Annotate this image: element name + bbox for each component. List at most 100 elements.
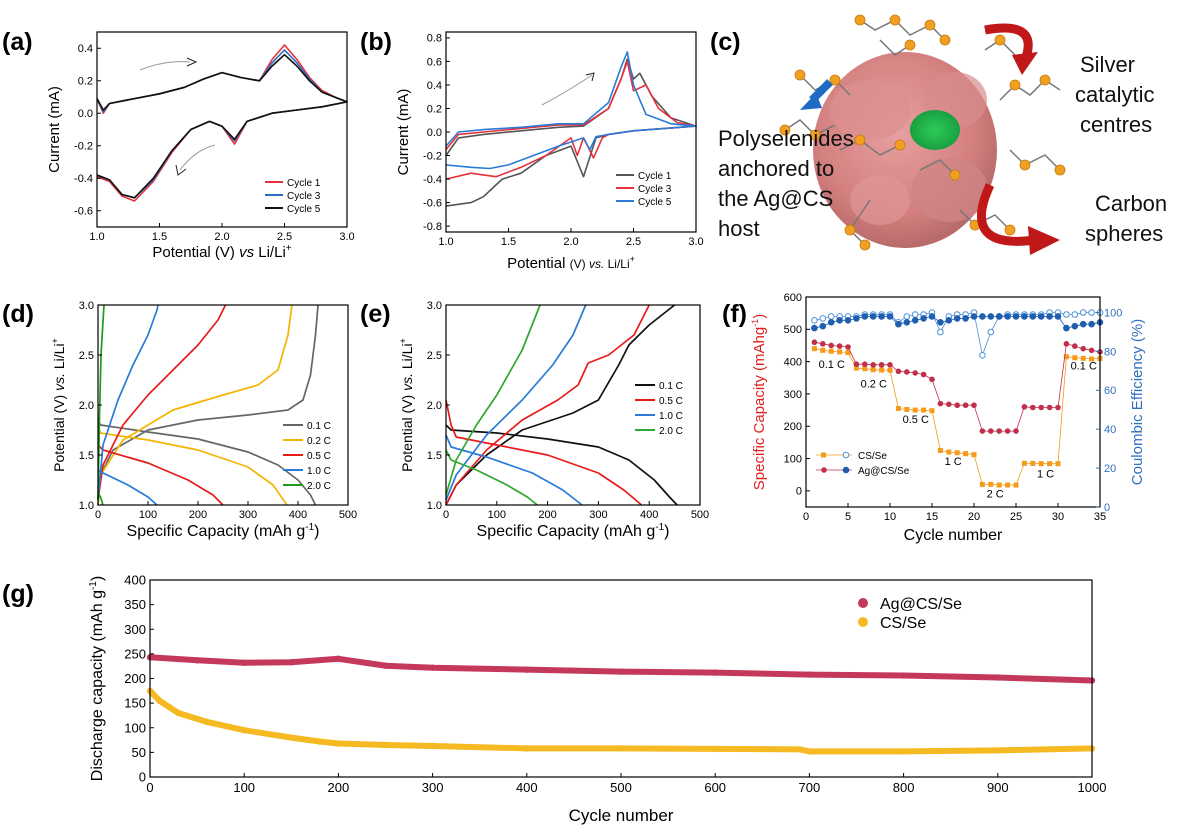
- panel-f-ytick-label: 500: [784, 324, 802, 336]
- b-xtick-label: 1.5: [501, 236, 516, 248]
- panel-c-illustration: Silver catalytic centres Polyselenides a…: [718, 14, 1167, 255]
- panel-f-agcsse-ce-point: [995, 313, 1003, 320]
- panel-f-csse-ce-point: [827, 313, 835, 320]
- panel-f-csse-point: [1089, 356, 1095, 362]
- panel-f-agcsse-ce-point: [970, 313, 978, 320]
- panel-e-ytick-label: 3.0: [427, 300, 442, 312]
- panel-f-csse-ce-point: [937, 328, 944, 336]
- panel-f-csse-point: [1021, 460, 1027, 466]
- label-silver: Silver: [1080, 52, 1135, 77]
- f-xtick-label: 35: [1094, 511, 1106, 523]
- panel-g-agcsse-point: [617, 668, 625, 675]
- panel-g-legend-label: Ag@CS/Se: [880, 596, 962, 613]
- panel-g-agcsse-point: [193, 657, 201, 664]
- panel-f-agcsse-point: [929, 376, 935, 383]
- panel-f-ytick-right-label: 60: [1104, 385, 1116, 397]
- panel-f-frame: [805, 296, 1101, 508]
- panel-d-discharge-curve: [97, 492, 104, 506]
- cv-a-cycle-line: [96, 53, 348, 199]
- g-xtick-label: 0: [146, 780, 153, 795]
- panel-g-csse-point: [241, 727, 248, 734]
- panel-label-c: (c): [710, 28, 741, 56]
- panel-g-legend-marker: [858, 598, 868, 608]
- panel-a-legend-label: Cycle 5: [287, 204, 321, 215]
- panel-f-rate-label: 0.1 C: [819, 359, 845, 371]
- panel-f-agcsse-ce-point: [1071, 322, 1079, 330]
- label-host: host: [718, 216, 760, 241]
- panel-a-xlabel: Potential (V) vs Li/Li+: [152, 243, 291, 261]
- panel-f-agcsse-ce-point: [827, 318, 835, 326]
- panel-e-charge-curve: [445, 304, 650, 506]
- red-arrow-bottom-head: [1028, 226, 1060, 255]
- panel-f-ytick-right-label: 20: [1104, 463, 1116, 475]
- panel-f-agcsse-ce-point: [1021, 313, 1028, 320]
- panel-f-legend-marker: [842, 451, 850, 459]
- panel-f-agcsse-ce-point: [979, 313, 986, 320]
- panel-f-rate-label: 0.5 C: [903, 414, 929, 426]
- panel-f-agcsse-ce-point: [1037, 313, 1045, 320]
- panel-d-ytick-label: 2.5: [79, 350, 94, 362]
- panel-f-agcsse-point: [1063, 341, 1070, 347]
- panel-label-f: (f): [722, 300, 747, 328]
- panel-f-csse-point: [845, 350, 851, 356]
- cv-b-cycle-line: [445, 51, 697, 170]
- panel-g-band: [149, 654, 1093, 684]
- panel-f-csse-point: [1030, 460, 1036, 466]
- label-polyselenides: Polyselenides: [718, 126, 854, 151]
- g-xtick-label: 700: [799, 780, 821, 795]
- panel-f-agcsse-ce-point: [819, 322, 827, 330]
- panel-g-csse-point: [523, 745, 530, 752]
- panel-b-legend-label: Cycle 1: [638, 171, 672, 182]
- panel-g-csse-point: [382, 741, 389, 749]
- panel-f-agcsse-point: [836, 343, 843, 349]
- f-xtick-label: 15: [926, 511, 938, 523]
- panel-g-ytick-label: 50: [132, 745, 146, 760]
- panel-f-agcsse-ce-point: [903, 318, 911, 326]
- panel-d-legend-label: 1.0 C: [307, 466, 331, 477]
- label-carbon: Carbon: [1095, 191, 1167, 216]
- panel-d-charge-curve: [97, 304, 319, 506]
- label-centres: centres: [1080, 112, 1152, 137]
- panel-g-csse-point: [994, 747, 1001, 754]
- b-xtick-label: 1.0: [438, 236, 453, 248]
- selenium-atoms: [779, 14, 1066, 251]
- b-xtick-label: 2.5: [626, 236, 641, 248]
- panel-e-legend-label: 1.0 C: [659, 411, 683, 422]
- panel-g-legend-label: CS/Se: [880, 615, 926, 632]
- panel-f-agcsse-ce-point: [937, 318, 944, 326]
- panel-g-csse-point: [806, 748, 813, 755]
- panel-g-csse-point: [796, 746, 804, 753]
- panel-f-csse-ce-point: [903, 313, 911, 320]
- panel-b-ylabel: Current (mA): [395, 89, 412, 176]
- label-anchored: anchored to: [718, 156, 834, 181]
- panel-f-csse-ce-point: [819, 315, 827, 322]
- panel-d-discharge-curve: [97, 469, 158, 506]
- panel-f-csse-point: [937, 447, 943, 453]
- panel-f-rate-label: 2 C: [987, 488, 1004, 500]
- g-xtick-label: 500: [610, 780, 632, 795]
- panel-f-agcsse-ce-point: [853, 315, 860, 322]
- panel-f-agcsse-ce-point: [911, 317, 919, 324]
- panel-f-agcsse-point: [979, 428, 986, 434]
- panel-g-agcsse-point: [429, 664, 436, 671]
- panel-e-ylabel: Potential (V) vs. Li/Li+: [398, 338, 415, 472]
- panel-f-rate-label: 0.2 C: [861, 378, 887, 390]
- panel-g-ytick-label: 200: [124, 671, 146, 686]
- panel-label-d: (d): [2, 300, 34, 328]
- panel-f-agcsse-point: [1004, 428, 1011, 434]
- panel-e-discharge-curve: [445, 399, 643, 506]
- panel-g-csse-point: [712, 745, 719, 753]
- panel-g-ytick-label: 300: [124, 622, 146, 637]
- panel-e-discharge-curve: [445, 449, 538, 506]
- panel-g-agcsse-point: [288, 659, 295, 666]
- panel-g-agcsse-point: [382, 662, 389, 669]
- panel-f-agcsse-point: [878, 362, 885, 368]
- panel-b-ytick-label: -0.8: [423, 221, 442, 233]
- panel-e-ytick-label: 2.0: [427, 400, 442, 412]
- panel-f-csse-point: [971, 452, 977, 458]
- panel-f-legend-label: Ag@CS/Se: [858, 466, 910, 477]
- panel-g-xlabel: Cycle number: [569, 806, 674, 825]
- panel-f-agcsse-ce-point: [895, 320, 902, 328]
- panel-label-e: (e): [360, 300, 391, 328]
